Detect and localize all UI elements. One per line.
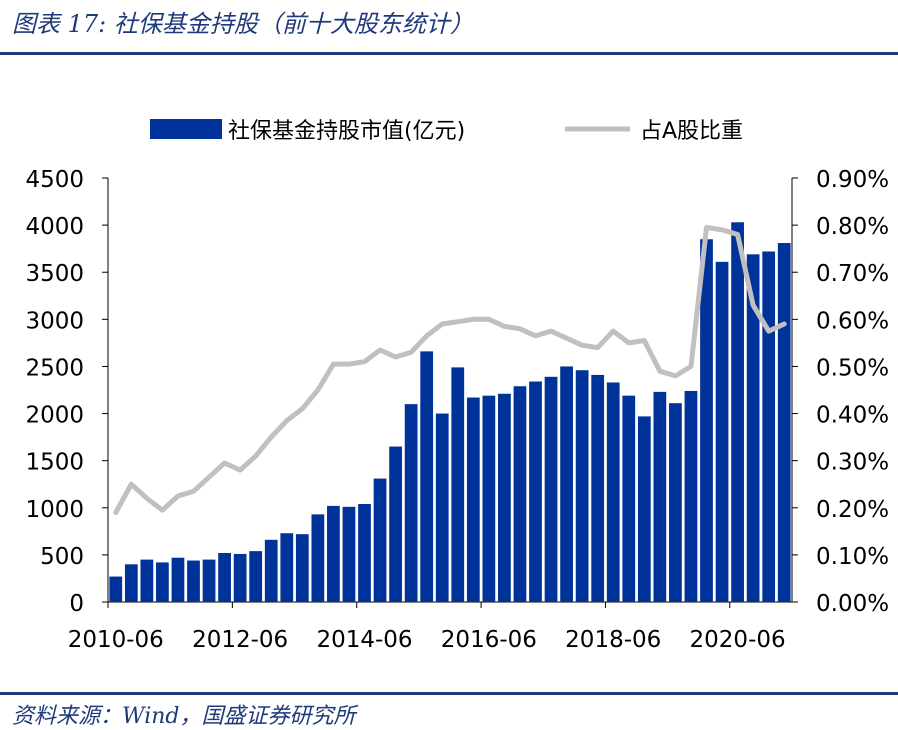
bar <box>358 504 371 602</box>
left-tick-label: 0 <box>69 591 84 617</box>
bar <box>233 553 247 602</box>
right-tick-label: 0.10% <box>816 544 889 570</box>
source-note: 资料来源：Wind，国盛证券研究所 <box>12 704 356 729</box>
bar <box>653 391 667 602</box>
left-tick-label: 1000 <box>25 497 84 523</box>
left-tick-label: 3500 <box>25 261 84 287</box>
bar <box>482 395 496 602</box>
bar <box>529 381 542 602</box>
chart-title: 图表 17: 社保基金持股（前十大股东统计） <box>12 10 474 38</box>
legend-label-line: 占A股比重 <box>640 119 743 144</box>
bar-series <box>109 222 791 603</box>
bar <box>202 559 216 602</box>
bar <box>451 367 465 602</box>
bar <box>171 557 185 602</box>
bar <box>389 446 402 602</box>
bar <box>762 251 776 602</box>
right-tick-label: 0.90% <box>816 167 889 193</box>
left-tick-label: 3000 <box>25 308 84 334</box>
bar <box>715 261 729 602</box>
bar <box>513 386 527 602</box>
right-tick-label: 0.80% <box>816 214 889 240</box>
right-tick-label: 0.70% <box>816 261 889 287</box>
bar <box>311 514 325 602</box>
x-tick-label: 2012-06 <box>192 627 288 653</box>
bar <box>731 222 744 603</box>
left-tick-label: 500 <box>40 544 84 570</box>
bar <box>435 413 449 602</box>
bar <box>669 403 682 602</box>
header-rule <box>0 52 898 55</box>
bar <box>295 534 309 602</box>
bar <box>187 560 200 602</box>
bar <box>700 239 713 602</box>
footer-rule <box>0 692 898 695</box>
bar <box>466 397 480 602</box>
x-tick-label: 2020-06 <box>690 627 786 653</box>
bar <box>777 243 791 602</box>
bar <box>606 382 620 602</box>
bar <box>622 395 636 602</box>
x-tick-label: 2014-06 <box>316 627 412 653</box>
right-tick-label: 0.50% <box>816 355 889 381</box>
bar <box>140 559 154 602</box>
right-tick-label: 0.40% <box>816 403 889 429</box>
bar <box>684 390 698 602</box>
bar <box>420 351 434 602</box>
left-tick-label: 2500 <box>25 355 84 381</box>
right-tick-label: 0.20% <box>816 497 889 523</box>
bar <box>498 393 511 602</box>
right-tick-label: 0.00% <box>816 591 889 617</box>
left-tick-label: 4500 <box>25 167 84 193</box>
bar <box>264 539 278 602</box>
bar <box>591 374 605 602</box>
bar <box>327 505 340 602</box>
x-tick-label: 2016-06 <box>441 627 537 653</box>
line-series <box>113 225 787 515</box>
bar <box>637 416 651 602</box>
share-line <box>113 225 787 515</box>
axes: 0 500 1000 1500 2000 2500 3000 3500 4000 4500 0.00… <box>25 167 889 653</box>
bar <box>575 370 589 602</box>
x-tick-label: 2010-06 <box>68 627 164 653</box>
legend-swatch-bar <box>150 119 222 139</box>
left-tick-label: 1500 <box>25 450 84 476</box>
legend-label-bar: 社保基金持股市值(亿元) <box>228 119 465 144</box>
bar <box>280 533 294 602</box>
right-tick-label: 0.30% <box>816 450 889 476</box>
bar <box>249 551 263 602</box>
bar <box>342 506 356 602</box>
bar <box>373 478 387 602</box>
bar <box>746 254 760 602</box>
bar <box>109 576 123 602</box>
x-tick-label: 2018-06 <box>565 627 661 653</box>
bar <box>404 404 418 602</box>
legend: 社保基金持股市值(亿元) 占A股比重 <box>150 119 743 144</box>
bar <box>124 564 138 602</box>
bar <box>544 376 558 602</box>
bar <box>156 562 169 602</box>
left-tick-label: 2000 <box>25 403 84 429</box>
chart: 社保基金持股市值(亿元) 占A股比重 0 500 1000 1500 2000 2500 3… <box>25 119 889 653</box>
bar <box>560 366 573 602</box>
right-tick-label: 0.60% <box>816 308 889 334</box>
left-tick-label: 4000 <box>25 214 84 240</box>
bar <box>218 553 231 602</box>
